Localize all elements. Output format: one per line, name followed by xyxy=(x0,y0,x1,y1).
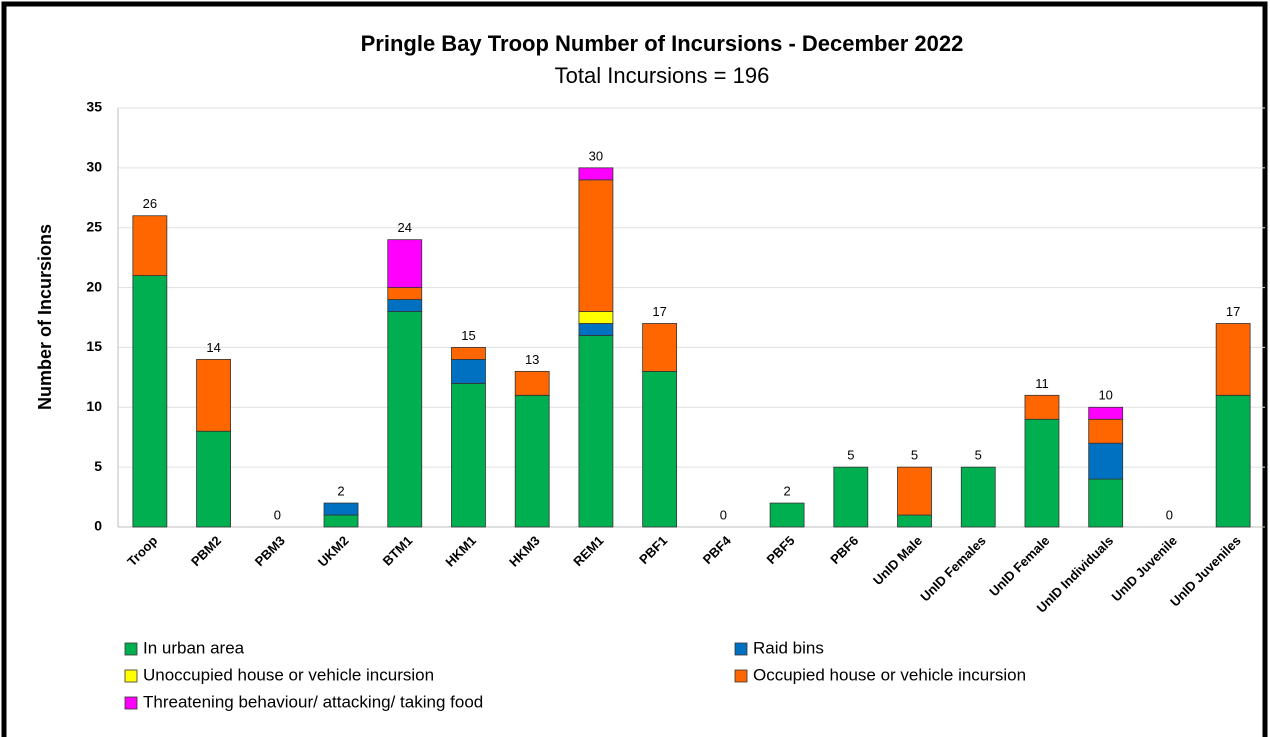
bar-segment xyxy=(323,502,359,516)
legend-swatch xyxy=(124,642,138,656)
bar-segment xyxy=(578,335,614,528)
legend-swatch xyxy=(124,669,138,683)
total-label: 26 xyxy=(143,196,157,211)
x-tick-label: UnID Females xyxy=(917,533,988,604)
y-tick-label: 15 xyxy=(86,338,102,354)
total-label: 2 xyxy=(337,483,344,498)
bar-segment xyxy=(387,299,423,312)
legend-swatch xyxy=(124,696,138,710)
bar-segment xyxy=(514,370,550,396)
bar-segment xyxy=(196,430,231,528)
bar-segment xyxy=(897,514,932,528)
y-axis-label: Number of Incursions xyxy=(35,224,55,410)
total-label: 0 xyxy=(1166,507,1173,522)
bar-segment xyxy=(196,358,231,432)
legend-label: Occupied house or vehicle incursion xyxy=(753,665,1026,684)
bar-segment xyxy=(1088,418,1124,444)
bar-segment xyxy=(514,394,550,528)
x-tick-label: PBM3 xyxy=(252,533,288,569)
bar-segment xyxy=(769,502,805,528)
total-label: 0 xyxy=(720,507,727,522)
bar-segment xyxy=(387,287,423,300)
total-label: 5 xyxy=(847,448,854,463)
bar-segment xyxy=(387,311,423,528)
bar-segment xyxy=(451,382,486,528)
total-label: 24 xyxy=(398,220,412,235)
x-tick-label: UnID Male xyxy=(870,533,925,588)
bar-segment xyxy=(132,215,168,277)
bar-segment xyxy=(1088,406,1124,420)
bar-segment xyxy=(642,323,678,372)
legend-label: Raid bins xyxy=(753,638,824,657)
y-tick-label: 35 xyxy=(86,99,102,115)
bar-segment xyxy=(578,311,614,324)
bar-segment xyxy=(1024,394,1060,420)
total-label: 14 xyxy=(206,340,220,355)
x-tick-label: REM1 xyxy=(570,533,606,569)
legend-swatch xyxy=(734,642,748,656)
bar-segment xyxy=(897,466,932,516)
x-tick-label: PBF1 xyxy=(636,533,670,567)
total-label: 11 xyxy=(1035,376,1049,391)
bar-segment xyxy=(578,167,614,181)
bar-segment xyxy=(833,466,869,528)
bar-segment xyxy=(451,347,486,360)
bar-segment xyxy=(642,370,678,528)
y-tick-label: 5 xyxy=(94,458,102,474)
bar-segment xyxy=(132,275,168,528)
x-tick-label: PBF4 xyxy=(700,532,735,567)
x-tick-label: HKM3 xyxy=(506,533,543,570)
bar-segment xyxy=(1215,394,1251,528)
bar-segment xyxy=(1024,418,1060,528)
legend-swatch xyxy=(734,669,748,683)
y-tick-label: 30 xyxy=(86,159,102,175)
y-tick-label: 25 xyxy=(86,218,102,234)
x-tick-label: Troop xyxy=(124,533,160,569)
x-tick-label: UKM2 xyxy=(315,533,352,570)
x-tick-label: UnID Female xyxy=(986,533,1052,599)
total-label: 17 xyxy=(1226,304,1240,319)
total-label: 5 xyxy=(975,448,982,463)
total-label: 5 xyxy=(911,448,918,463)
bar-segment xyxy=(1215,323,1251,396)
bar-segment xyxy=(960,466,996,528)
y-tick-label: 10 xyxy=(86,398,102,414)
bar-segment xyxy=(1088,478,1124,528)
bar-segment xyxy=(451,358,486,384)
x-tick-label: HKM1 xyxy=(442,533,479,570)
bar-segment xyxy=(578,179,614,312)
x-tick-label: PBF5 xyxy=(764,533,798,567)
total-label: 30 xyxy=(589,148,603,163)
total-label: 15 xyxy=(461,328,475,343)
total-label: 2 xyxy=(783,483,790,498)
bar-segment xyxy=(1088,442,1124,480)
legend-label: Threatening behaviour/ attacking/ taking… xyxy=(143,692,483,711)
bar-segment xyxy=(387,239,423,288)
legend-label: Unoccupied house or vehicle incursion xyxy=(143,665,434,684)
total-label: 13 xyxy=(525,352,539,367)
x-tick-label: PBF6 xyxy=(827,533,861,567)
y-tick-label: 0 xyxy=(94,518,102,534)
chart-title: Pringle Bay Troop Number of Incursions -… xyxy=(361,31,964,56)
bar-segment xyxy=(578,323,614,336)
y-tick-label: 20 xyxy=(86,278,102,294)
legend-label: In urban area xyxy=(143,638,245,657)
x-tick-label: UnID Juvenile xyxy=(1109,533,1180,604)
total-label: 0 xyxy=(274,507,281,522)
total-label: 17 xyxy=(652,304,666,319)
total-label: 10 xyxy=(1098,388,1112,403)
chart-subtitle: Total Incursions = 196 xyxy=(555,63,770,88)
x-tick-label: PBM2 xyxy=(188,533,224,569)
bar-segment xyxy=(323,514,359,528)
x-tick-label: BTM1 xyxy=(380,533,416,569)
